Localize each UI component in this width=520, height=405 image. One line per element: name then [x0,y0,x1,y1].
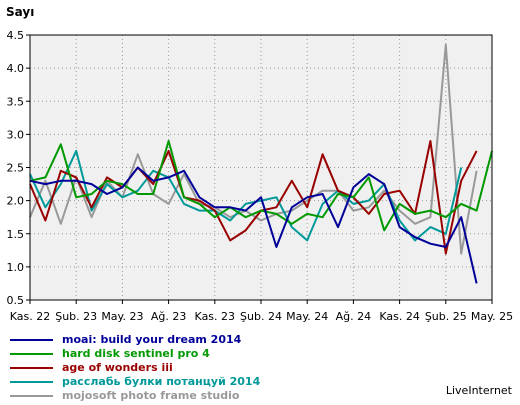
x-tick-label: May. 23 [101,310,143,323]
legend-swatch [10,381,53,383]
y-axis-ticks: 0.5 1.0 1.5 2.0 2.5 3.0 3.5 4.0 4.5 [7,29,30,307]
y-tick-label: 4.5 [7,29,25,42]
legend-swatch [10,367,53,369]
y-axis-label: Sayı [6,5,34,19]
x-tick-label: Şub. 25 [425,310,467,323]
line-chart: 0.5 1.0 1.5 2.0 2.5 3.0 3.5 4.0 4.5 Kas. 22 Şub. … [6,5,513,323]
grid-lines [29,34,493,301]
x-tick-label: May. 25 [471,310,513,323]
legend-label: age of wonders iii [62,361,173,374]
series-layer [29,43,493,284]
y-tick-label: 4.0 [7,62,25,75]
x-tick-label: Ağ. 23 [151,310,187,323]
x-axis-ticks: Kas. 22 Şub. 23 May. 23 Ağ. 23 Kas. 23 Şub. 2… [10,300,513,323]
x-tick-label: Kas. 23 [195,310,235,323]
legend-swatch [10,353,53,355]
legend-label: mojosoft photo frame studio [62,389,240,402]
y-tick-label: 1.5 [7,228,25,241]
legend-label: hard disk sentinel pro 4 [62,347,210,360]
x-tick-label: Şub. 23 [55,310,97,323]
y-tick-label: 2.0 [7,195,25,208]
x-tick-label: Ağ. 24 [336,310,372,323]
y-tick-label: 1.0 [7,261,25,274]
x-tick-label: May. 24 [286,310,328,323]
x-tick-label: Kas. 22 [10,310,50,323]
y-tick-label: 3.5 [7,95,25,108]
y-tick-label: 3.0 [7,128,25,141]
y-tick-label: 2.5 [7,162,25,175]
legend-label: расслабь булки потанцуй 2014 [62,375,261,388]
series-line-0 [29,166,478,284]
x-tick-label: Şub. 24 [240,310,282,323]
x-tick-label: Kas. 24 [379,310,419,323]
brand-label: LiveInternet [445,384,512,397]
y-tick-label: 0.5 [7,294,25,307]
legend-swatch [10,395,53,397]
legend-label: moai: build your dream 2014 [62,333,242,346]
series-line-1 [29,140,493,232]
legend-swatch [10,339,53,341]
